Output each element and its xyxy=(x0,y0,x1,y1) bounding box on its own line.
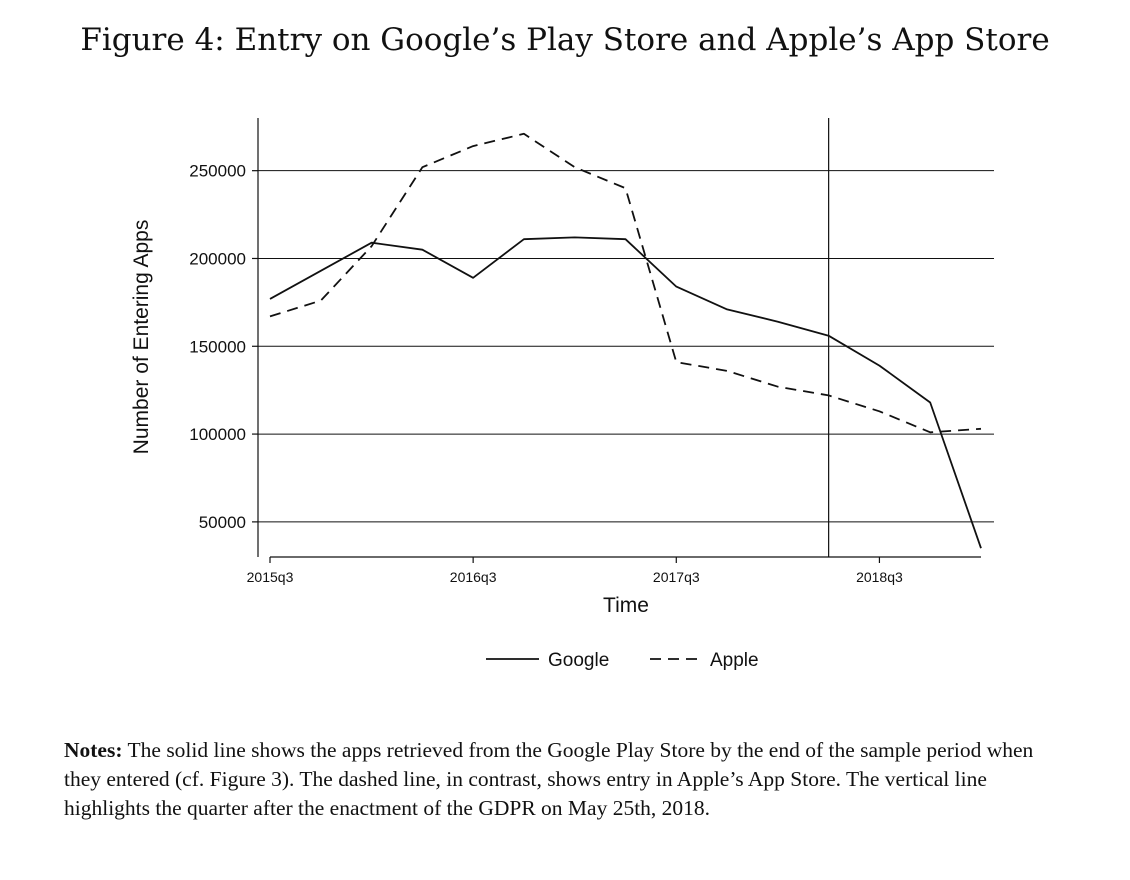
y-axis-label: Number of Entering Apps xyxy=(130,220,153,455)
y-tick-label: 150000 xyxy=(189,337,246,356)
axes: 50000 100000 150000 200000 250000 2015q3 2016q… xyxy=(130,118,981,617)
line-chart: 50000 100000 150000 200000 250000 2015q3 2016q… xyxy=(130,118,994,671)
grid-lines xyxy=(258,118,994,557)
legend-label-google: Google xyxy=(548,650,609,671)
legend-label-apple: Apple xyxy=(710,650,759,671)
y-tick-label: 200000 xyxy=(189,249,246,268)
series-lines xyxy=(269,132,982,549)
figure-notes: Notes: The solid line shows the apps ret… xyxy=(64,736,1064,823)
x-tick-label: 2015q3 xyxy=(247,569,294,585)
legend: Google Apple xyxy=(486,650,759,671)
x-tick-label: 2017q3 xyxy=(653,569,700,585)
x-tick-label: 2016q3 xyxy=(450,569,497,585)
y-tick-label: 50000 xyxy=(199,513,246,532)
y-tick-label: 100000 xyxy=(189,425,246,444)
notes-label: Notes: xyxy=(64,738,123,762)
x-tick-label: 2018q3 xyxy=(856,569,903,585)
series-line-apple xyxy=(269,132,982,434)
series-line-google xyxy=(269,236,982,549)
y-tick-label: 250000 xyxy=(189,162,246,181)
x-axis-label: Time xyxy=(603,594,649,617)
figure-title: Figure 4: Entry on Google’s Play Store a… xyxy=(80,22,1050,58)
notes-text: The solid line shows the apps retrieved … xyxy=(64,738,1034,820)
